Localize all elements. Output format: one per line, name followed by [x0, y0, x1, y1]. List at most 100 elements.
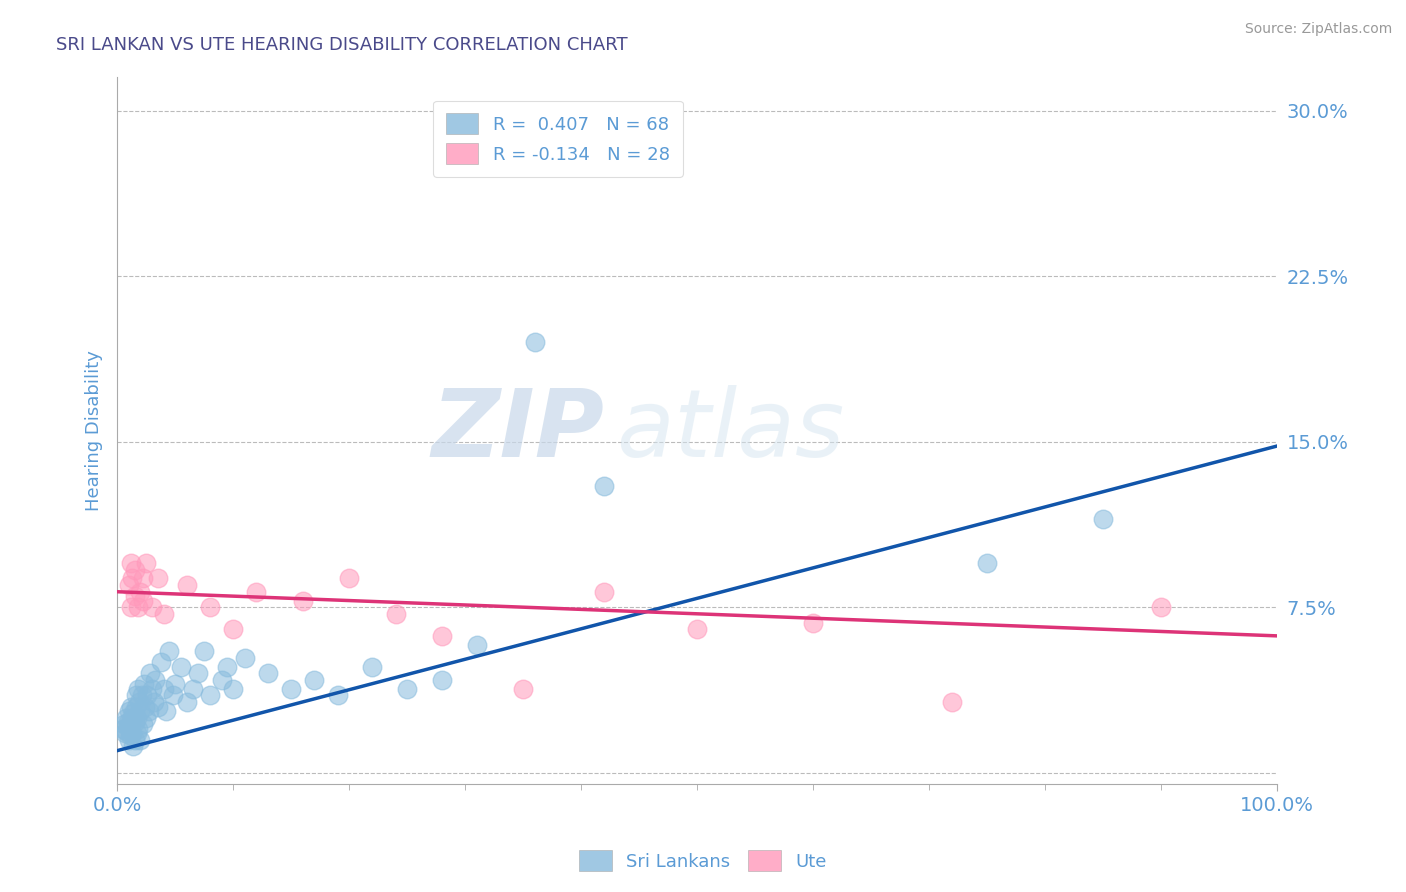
- Point: [155, 704, 177, 718]
- Point: [112, 717, 135, 731]
- Point: [361, 660, 384, 674]
- Point: [129, 584, 152, 599]
- Text: SRI LANKAN VS UTE HEARING DISABILITY CORRELATION CHART: SRI LANKAN VS UTE HEARING DISABILITY COR…: [56, 36, 628, 54]
- Legend: Sri Lankans, Ute: Sri Lankans, Ute: [572, 843, 834, 879]
- Point: [222, 681, 245, 696]
- Point: [217, 660, 239, 674]
- Point: [157, 644, 180, 658]
- Point: [120, 600, 142, 615]
- Point: [141, 600, 163, 615]
- Point: [233, 651, 256, 665]
- Point: [512, 681, 534, 696]
- Point: [222, 622, 245, 636]
- Point: [396, 681, 419, 696]
- Point: [120, 717, 142, 731]
- Point: [118, 722, 141, 736]
- Point: [118, 704, 141, 718]
- Point: [170, 660, 193, 674]
- Point: [257, 666, 280, 681]
- Point: [145, 673, 167, 687]
- Point: [127, 722, 149, 736]
- Legend: R =  0.407   N = 68, R = -0.134   N = 28: R = 0.407 N = 68, R = -0.134 N = 28: [433, 101, 682, 177]
- Y-axis label: Hearing Disability: Hearing Disability: [86, 351, 103, 511]
- Point: [593, 584, 616, 599]
- Point: [326, 689, 349, 703]
- Point: [127, 600, 149, 615]
- Point: [118, 728, 141, 742]
- Point: [384, 607, 406, 621]
- Point: [134, 699, 156, 714]
- Point: [131, 717, 153, 731]
- Point: [129, 704, 152, 718]
- Point: [125, 689, 148, 703]
- Point: [136, 689, 159, 703]
- Point: [138, 704, 160, 718]
- Point: [198, 600, 221, 615]
- Point: [465, 638, 488, 652]
- Point: [150, 656, 173, 670]
- Point: [165, 677, 187, 691]
- Point: [127, 681, 149, 696]
- Point: [152, 681, 174, 696]
- Point: [801, 615, 824, 630]
- Point: [146, 572, 169, 586]
- Point: [125, 699, 148, 714]
- Point: [1150, 600, 1173, 615]
- Point: [162, 689, 184, 703]
- Point: [430, 629, 453, 643]
- Point: [304, 673, 326, 687]
- Point: [143, 695, 166, 709]
- Point: [117, 719, 139, 733]
- Point: [122, 739, 145, 754]
- Text: Source: ZipAtlas.com: Source: ZipAtlas.com: [1244, 22, 1392, 37]
- Point: [120, 699, 142, 714]
- Point: [131, 689, 153, 703]
- Point: [291, 593, 314, 607]
- Point: [146, 699, 169, 714]
- Point: [128, 695, 150, 709]
- Point: [115, 723, 138, 738]
- Point: [135, 710, 157, 724]
- Point: [135, 556, 157, 570]
- Point: [117, 714, 139, 729]
- Point: [125, 726, 148, 740]
- Point: [686, 622, 709, 636]
- Point: [181, 681, 204, 696]
- Point: [245, 584, 267, 599]
- Point: [141, 681, 163, 696]
- Point: [176, 578, 198, 592]
- Point: [280, 681, 302, 696]
- Point: [118, 732, 141, 747]
- Point: [976, 556, 998, 570]
- Point: [121, 710, 143, 724]
- Point: [125, 710, 148, 724]
- Point: [523, 335, 546, 350]
- Point: [122, 706, 145, 720]
- Point: [124, 589, 146, 603]
- Point: [430, 673, 453, 687]
- Point: [115, 710, 138, 724]
- Text: ZIP: ZIP: [432, 384, 605, 476]
- Point: [152, 607, 174, 621]
- Point: [198, 689, 221, 703]
- Point: [131, 593, 153, 607]
- Point: [132, 677, 155, 691]
- Point: [1091, 512, 1114, 526]
- Point: [593, 479, 616, 493]
- Text: atlas: atlas: [616, 385, 844, 476]
- Point: [118, 578, 141, 592]
- Point: [120, 556, 142, 570]
- Point: [193, 644, 215, 658]
- Point: [187, 666, 209, 681]
- Point: [337, 572, 360, 586]
- Point: [114, 726, 136, 740]
- Point: [129, 732, 152, 747]
- Point: [111, 722, 134, 736]
- Point: [131, 572, 153, 586]
- Point: [124, 563, 146, 577]
- Point: [124, 732, 146, 747]
- Point: [121, 726, 143, 740]
- Point: [138, 666, 160, 681]
- Point: [176, 695, 198, 709]
- Point: [121, 572, 143, 586]
